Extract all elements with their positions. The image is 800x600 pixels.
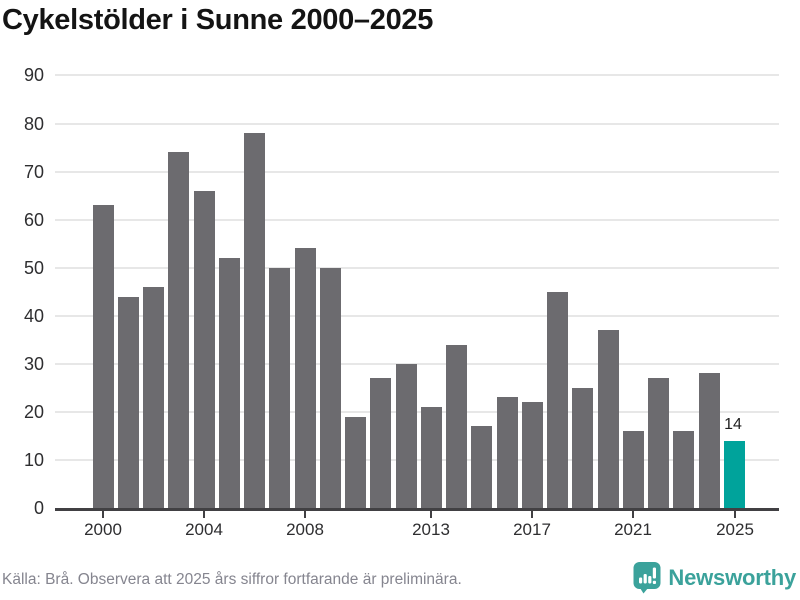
- y-axis-tick-label: 50: [23, 257, 44, 278]
- y-axis-tick-label: 20: [23, 401, 44, 422]
- x-axis-tick: [203, 510, 205, 518]
- gridline: [55, 362, 779, 365]
- bar-2022: [648, 378, 669, 508]
- bar-2012: [396, 364, 417, 508]
- x-axis-tick: [102, 510, 104, 518]
- chart-title: Cykelstölder i Sunne 2000–2025: [2, 4, 434, 36]
- bar-2000: [93, 205, 114, 508]
- bar-2002: [143, 287, 164, 508]
- bar-2011: [370, 378, 391, 508]
- gridline: [55, 122, 779, 125]
- bar-2018: [547, 292, 568, 508]
- bar-2001: [118, 297, 139, 508]
- bar-2014: [446, 345, 467, 508]
- bar-2008: [295, 248, 316, 508]
- y-axis-tick-label: 10: [23, 449, 44, 470]
- bar-2006: [244, 133, 265, 508]
- x-axis-tick: [304, 510, 306, 518]
- gridline: [55, 170, 779, 173]
- x-axis-tick-label: 2000: [84, 520, 122, 539]
- x-axis-tick-label: 2013: [412, 520, 450, 539]
- bar-2005: [219, 258, 240, 508]
- gridline: [55, 458, 779, 461]
- bar-2009: [320, 268, 341, 508]
- newsworthy-logo: Newsworthy: [633, 561, 796, 594]
- gridline: [55, 74, 779, 77]
- y-axis-tick-label: 70: [23, 161, 44, 182]
- gridline: [55, 314, 779, 317]
- bar-2020: [598, 330, 619, 508]
- bar-2010: [345, 417, 366, 508]
- x-axis-tick: [632, 510, 634, 518]
- y-axis-tick-label: 90: [23, 65, 44, 86]
- bar-2019: [572, 388, 593, 508]
- x-axis-tick-label: 2021: [614, 520, 652, 539]
- y-axis-tick-label: 0: [33, 498, 44, 518]
- bar-2025: [724, 441, 745, 508]
- x-axis-tick-label: 2004: [185, 520, 223, 539]
- source-note: Källa: Brå. Observera att 2025 års siffr…: [2, 571, 462, 588]
- bar-2015: [471, 426, 492, 508]
- y-axis-tick-label: 80: [23, 113, 44, 134]
- bar-2021: [623, 431, 644, 508]
- bar-2016: [497, 397, 518, 508]
- newsworthy-logo-icon: [633, 561, 661, 594]
- y-axis-tick-label: 30: [23, 353, 44, 374]
- x-axis-tick: [734, 510, 736, 518]
- x-axis-tick: [531, 510, 533, 518]
- bar-2023: [673, 431, 694, 508]
- newsworthy-wordmark: Newsworthy: [668, 564, 796, 590]
- x-axis-tick: [430, 510, 432, 518]
- bar-2007: [269, 268, 290, 508]
- x-axis-tick-label: 2008: [286, 520, 324, 539]
- bar-2004: [194, 191, 215, 508]
- gridline: [55, 218, 779, 221]
- bar-2013: [421, 407, 442, 508]
- x-axis-tick-label: 2025: [716, 520, 754, 539]
- bar-2024: [699, 373, 720, 508]
- gridline: [55, 266, 779, 269]
- y-axis-tick-label: 40: [23, 305, 44, 326]
- gridline: [55, 410, 779, 413]
- x-axis-line: [55, 508, 779, 511]
- bar-2017: [522, 402, 543, 508]
- bar-value-label: 14: [724, 416, 742, 433]
- x-axis-tick-label: 2017: [513, 520, 551, 539]
- bar-2003: [168, 152, 189, 508]
- y-axis-tick-label: 60: [23, 209, 44, 230]
